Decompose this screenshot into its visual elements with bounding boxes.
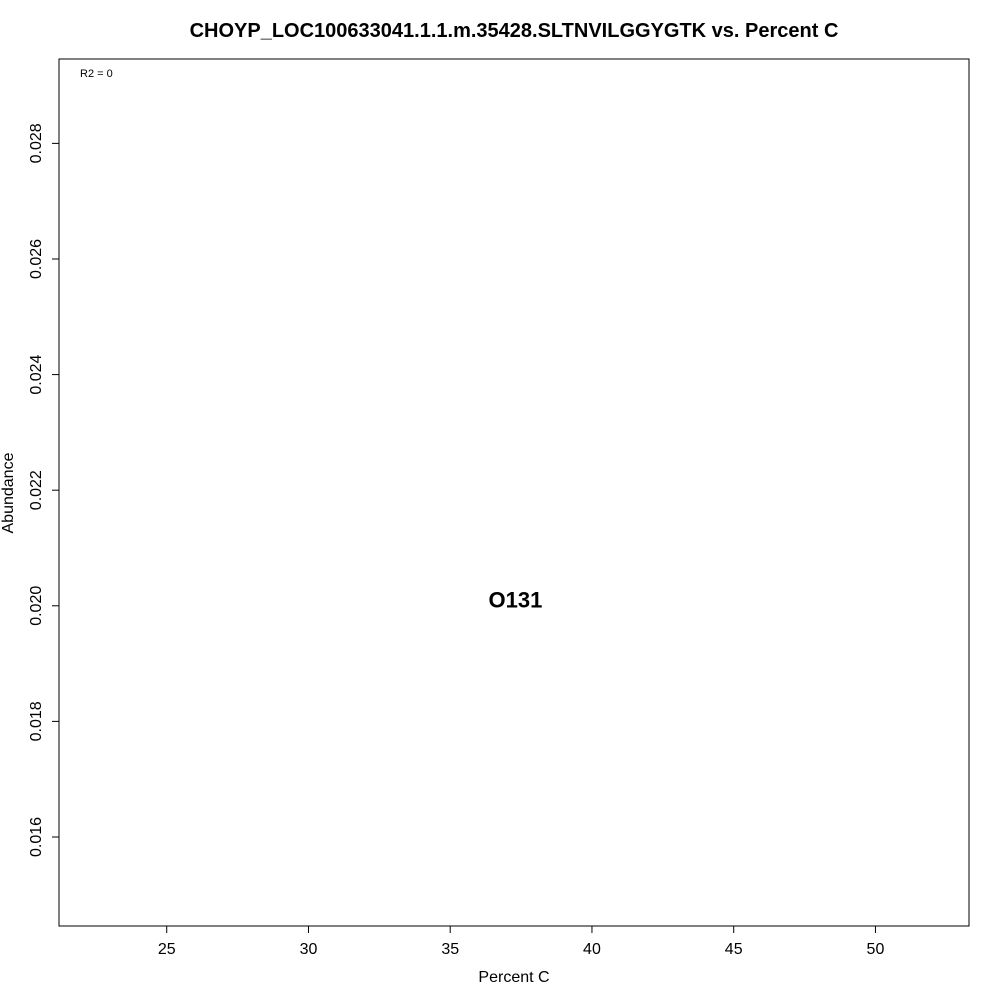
r2-annotation: R2 = 0: [80, 68, 113, 80]
x-tick-label: 40: [583, 941, 601, 958]
y-axis: 0.016 0.018 0.020 0.022 0.024 0.026 0.028: [28, 123, 59, 857]
x-axis-label: Percent C: [478, 969, 549, 986]
plot-area: [58, 58, 970, 927]
data-points: O131: [489, 588, 543, 613]
x-tick-label: 35: [441, 941, 459, 958]
y-tick-label: 0.022: [28, 470, 45, 510]
x-tick-label: 25: [158, 941, 176, 958]
x-axis: 25 30 35 40 45 50: [158, 926, 885, 958]
chart-title: CHOYP_LOC100633041.1.1.m.35428.SLTNVILGG…: [190, 20, 839, 42]
y-tick-label: 0.026: [28, 239, 45, 279]
y-tick-label: 0.020: [28, 586, 45, 626]
x-tick-label: 30: [300, 941, 318, 958]
x-tick-label: 45: [725, 941, 743, 958]
y-tick-label: 0.028: [28, 123, 45, 163]
y-tick-label: 0.016: [28, 817, 45, 857]
x-tick-label: 50: [867, 941, 885, 958]
y-tick-label: 0.018: [28, 701, 45, 741]
data-point-label: O131: [489, 588, 543, 613]
y-axis-label: Abundance: [0, 452, 17, 533]
y-tick-label: 0.024: [28, 354, 45, 394]
